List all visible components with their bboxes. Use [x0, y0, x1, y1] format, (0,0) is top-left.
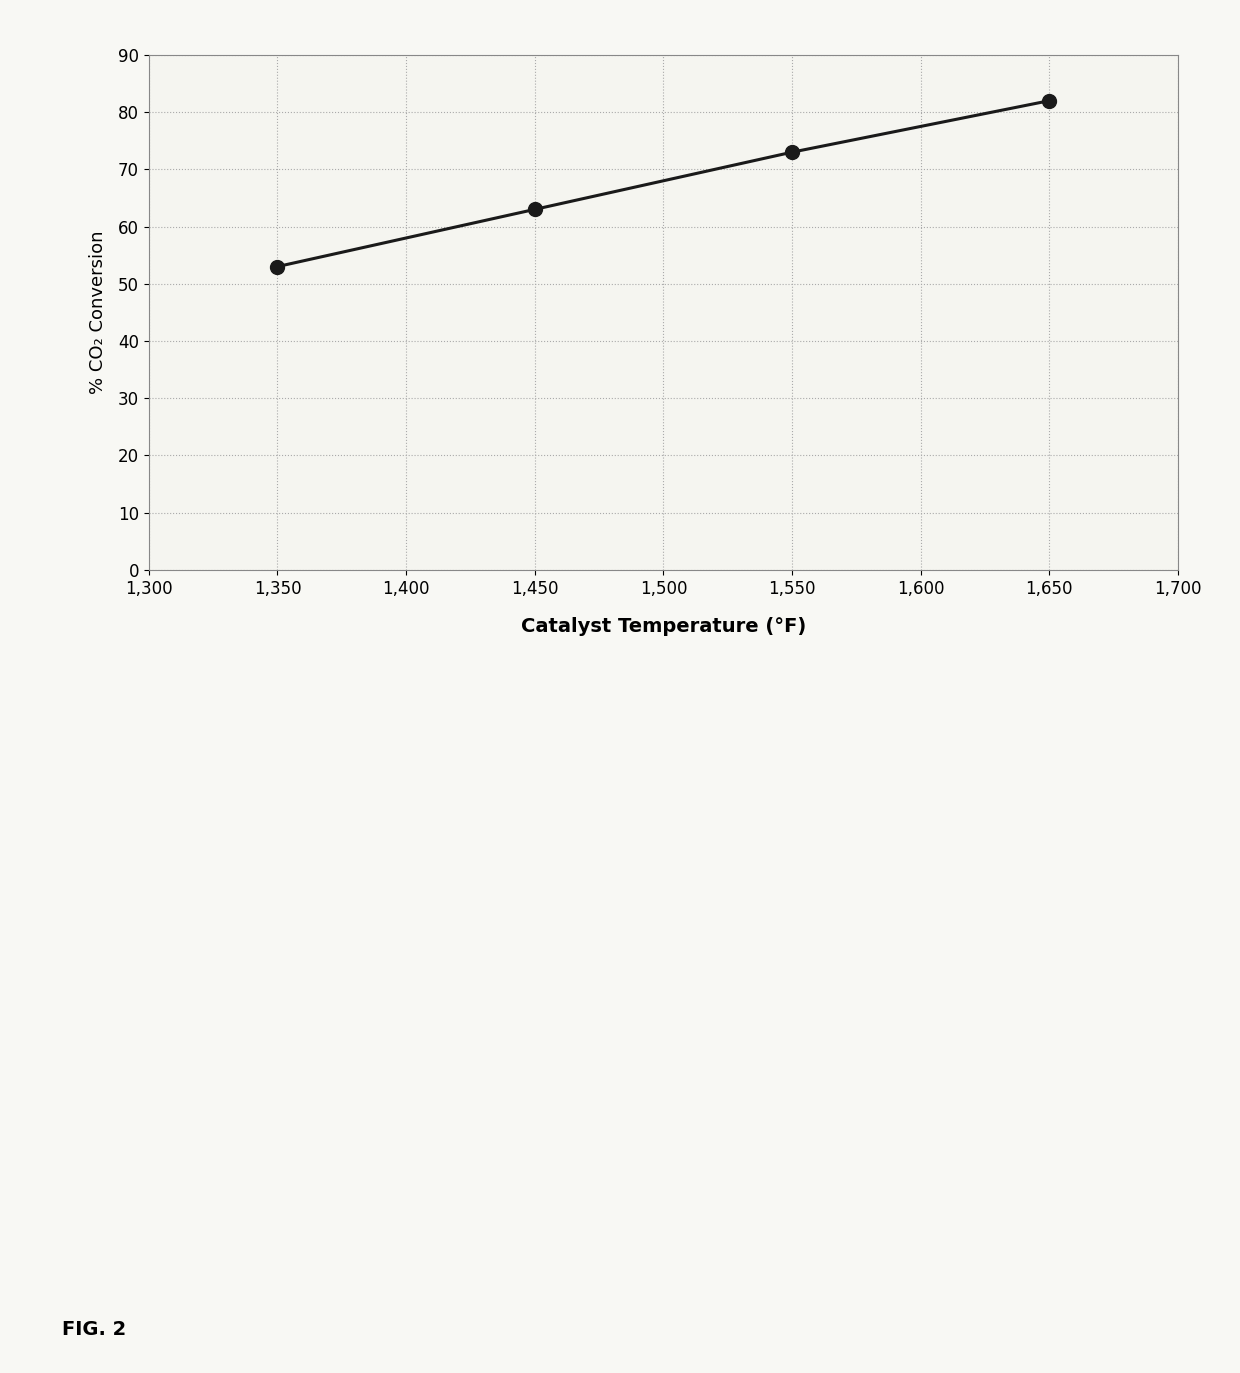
Y-axis label: % CO₂ Conversion: % CO₂ Conversion [89, 231, 107, 394]
Text: FIG. 2: FIG. 2 [62, 1319, 126, 1339]
X-axis label: Catalyst Temperature (°F): Catalyst Temperature (°F) [521, 616, 806, 636]
